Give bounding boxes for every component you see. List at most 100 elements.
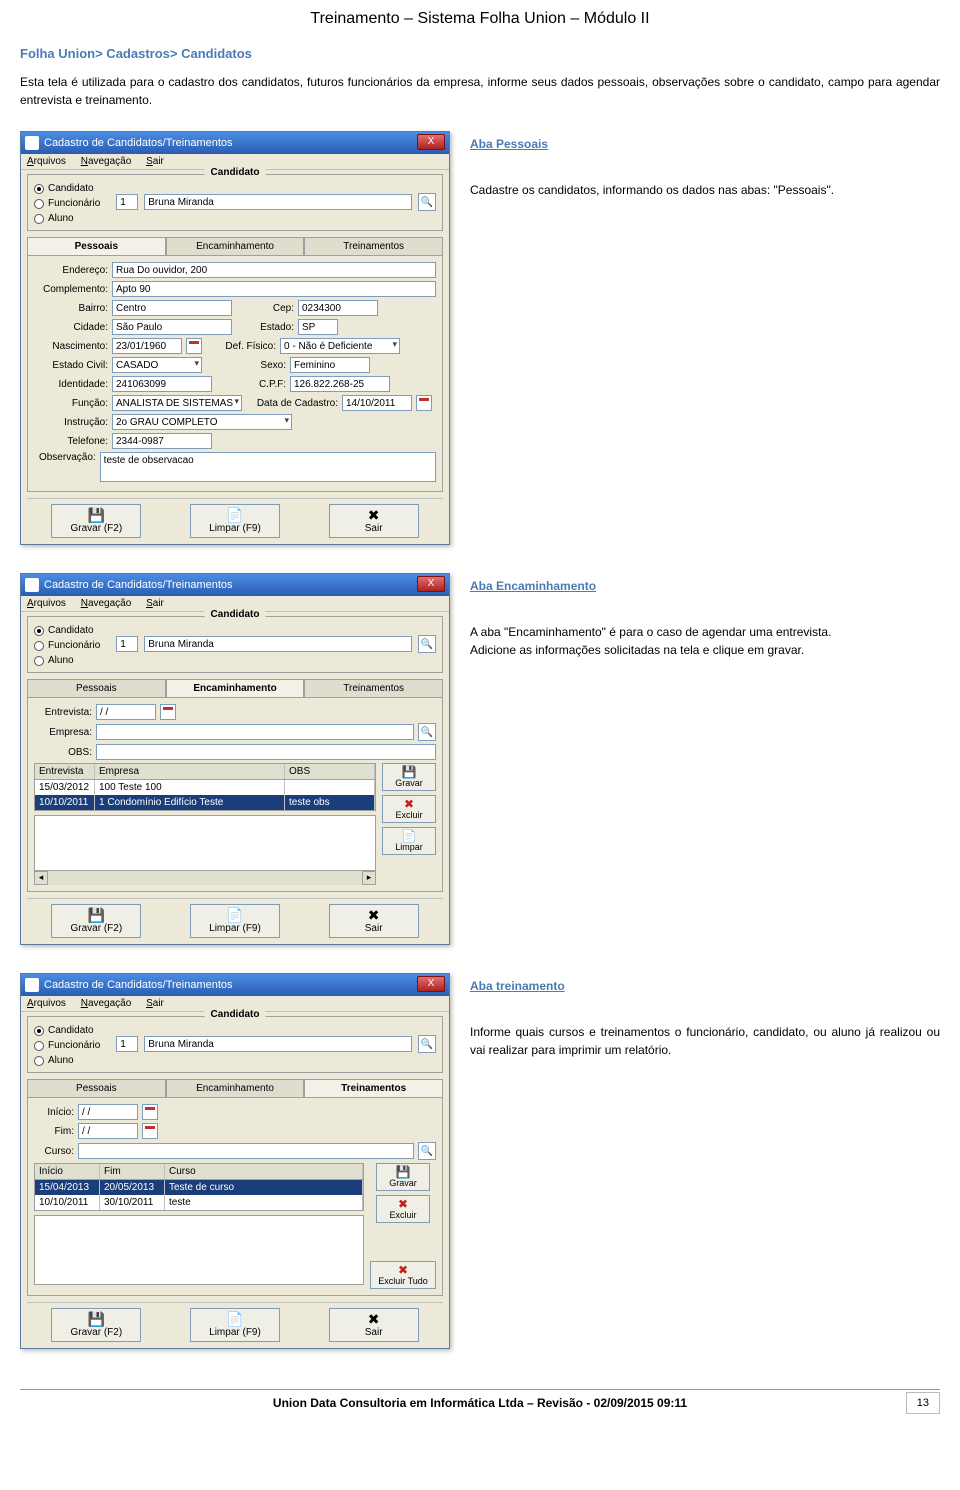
tab-encaminhamento[interactable]: Encaminhamento <box>166 1079 305 1097</box>
excluir-side-button[interactable]: ✖Excluir <box>376 1195 430 1223</box>
gravar-button[interactable]: 💾Gravar (F2) <box>51 1308 141 1342</box>
tab-encaminhamento[interactable]: Encaminhamento <box>166 237 305 255</box>
gravar-side-button[interactable]: 💾Gravar <box>376 1163 430 1191</box>
name-field[interactable]: Bruna Miranda <box>144 1036 412 1052</box>
calendar-icon[interactable] <box>142 1104 158 1120</box>
fld-cep[interactable]: 0234300 <box>298 300 378 316</box>
radio-aluno[interactable] <box>34 214 44 224</box>
tab-pessoais[interactable]: Pessoais <box>27 1079 166 1097</box>
fld-observacao[interactable]: teste de observacao <box>100 452 436 482</box>
fld-inicio[interactable]: / / <box>78 1104 138 1120</box>
fld-nascimento[interactable]: 23/01/1960 <box>112 338 182 354</box>
sair-button[interactable]: ✖Sair <box>329 1308 419 1342</box>
close-button[interactable]: X <box>417 576 445 592</box>
menu-arquivos[interactable]: Arquivos <box>27 156 66 167</box>
limpar-button[interactable]: 📄Limpar (F9) <box>190 1308 280 1342</box>
tab-treinamentos[interactable]: Treinamentos <box>304 679 443 697</box>
tab-treinamentos[interactable]: Treinamentos <box>304 1079 443 1097</box>
cell: 1 Condomínio Edifício Teste <box>95 795 285 810</box>
menu-sair[interactable]: Sair <box>146 998 164 1009</box>
id-field[interactable]: 1 <box>116 636 138 652</box>
calendar-icon[interactable] <box>186 338 202 354</box>
fld-deffisico[interactable]: 0 - Não é Deficiente <box>280 338 400 354</box>
calendar-icon[interactable] <box>142 1123 158 1139</box>
table-header: Início Fim Curso <box>34 1163 364 1180</box>
cell: 15/03/2012 <box>35 780 95 795</box>
limpar-button[interactable]: 📄Limpar (F9) <box>190 904 280 938</box>
radio-funcionario-label: Funcionário <box>48 1040 100 1051</box>
radio-candidato[interactable] <box>34 184 44 194</box>
id-field[interactable]: 1 <box>116 194 138 210</box>
tab-pessoais[interactable]: Pessoais <box>27 679 166 697</box>
close-button[interactable]: X <box>417 976 445 992</box>
exit-icon: ✖ <box>368 1312 380 1326</box>
footer-text: Union Data Consultoria em Informática Lt… <box>273 1396 687 1410</box>
fld-fim[interactable]: / / <box>78 1123 138 1139</box>
fld-instrucao[interactable]: 2o GRAU COMPLETO <box>112 414 292 430</box>
fld-empresa[interactable] <box>96 724 414 740</box>
table-row[interactable]: 10/10/2011 1 Condomínio Edifício Teste t… <box>34 795 376 810</box>
table-row[interactable]: 10/10/2011 30/10/2011 teste <box>34 1195 364 1210</box>
fld-endereco[interactable]: Rua Do ouvidor, 200 <box>112 262 436 278</box>
table-row[interactable]: 15/04/2013 20/05/2013 Teste de curso <box>34 1180 364 1195</box>
fld-cpf[interactable]: 126.822.268-25 <box>290 376 390 392</box>
limpar-button[interactable]: 📄Limpar (F9) <box>190 504 280 538</box>
name-field[interactable]: Bruna Miranda <box>144 636 412 652</box>
radio-funcionario[interactable] <box>34 199 44 209</box>
search-icon[interactable]: 🔍 <box>418 1035 436 1053</box>
fld-funcao[interactable]: ANALISTA DE SISTEMAS <box>112 395 242 411</box>
fld-complemento[interactable]: Apto 90 <box>112 281 436 297</box>
breadcrumb: Folha Union> Cadastros> Candidatos <box>20 46 940 61</box>
fld-entrevista[interactable]: / / <box>96 704 156 720</box>
fld-cidade[interactable]: São Paulo <box>112 319 232 335</box>
fld-obs[interactable] <box>96 744 436 760</box>
tab-treinamentos[interactable]: Treinamentos <box>304 237 443 255</box>
search-icon[interactable]: 🔍 <box>418 723 436 741</box>
sair-button[interactable]: ✖Sair <box>329 504 419 538</box>
radio-candidato[interactable] <box>34 1026 44 1036</box>
close-button[interactable]: X <box>417 134 445 150</box>
fld-identidade[interactable]: 241063099 <box>112 376 212 392</box>
fld-curso[interactable] <box>78 1143 414 1159</box>
search-icon[interactable]: 🔍 <box>418 193 436 211</box>
excluir-side-button[interactable]: ✖Excluir <box>382 795 436 823</box>
limpar-side-button[interactable]: 📄Limpar <box>382 827 436 855</box>
menu-navegacao[interactable]: Navegação <box>81 998 132 1009</box>
gravar-side-button[interactable]: 💾Gravar <box>382 763 436 791</box>
calendar-icon[interactable] <box>160 704 176 720</box>
tab-pessoais[interactable]: Pessoais <box>27 237 166 255</box>
fld-estcivil[interactable]: CASADO <box>112 357 202 373</box>
fld-bairro[interactable]: Centro <box>112 300 232 316</box>
excluir-tudo-button[interactable]: ✖Excluir Tudo <box>370 1261 436 1289</box>
radio-aluno[interactable] <box>34 656 44 666</box>
radio-candidato[interactable] <box>34 626 44 636</box>
name-field[interactable]: Bruna Miranda <box>144 194 412 210</box>
menu-sair[interactable]: Sair <box>146 156 164 167</box>
menu-navegacao[interactable]: Navegação <box>81 156 132 167</box>
radio-funcionario[interactable] <box>34 1041 44 1051</box>
window-treinamento: Cadastro de Candidatos/Treinamentos X Ar… <box>20 973 450 1349</box>
gravar-button[interactable]: 💾Gravar (F2) <box>51 504 141 538</box>
fld-datacad[interactable]: 14/10/2011 <box>342 395 412 411</box>
hscrollbar[interactable]: ◂▸ <box>34 871 376 885</box>
id-field[interactable]: 1 <box>116 1036 138 1052</box>
fld-estado[interactable]: SP <box>298 319 338 335</box>
page-number: 13 <box>906 1392 940 1414</box>
fld-sexo[interactable]: Feminino <box>290 357 370 373</box>
table-row[interactable]: 15/03/2012 100 Teste 100 <box>34 780 376 795</box>
sair-button[interactable]: ✖Sair <box>329 904 419 938</box>
menu-sair[interactable]: Sair <box>146 598 164 609</box>
fld-telefone[interactable]: 2344-0987 <box>112 433 212 449</box>
radio-aluno[interactable] <box>34 1056 44 1066</box>
tab-encaminhamento[interactable]: Encaminhamento <box>166 679 305 697</box>
desc-treinamento: Informe quais cursos e treinamentos o fu… <box>470 1023 940 1059</box>
menu-arquivos[interactable]: Arquivos <box>27 598 66 609</box>
cell: teste obs <box>285 795 375 810</box>
radio-funcionario[interactable] <box>34 641 44 651</box>
search-icon[interactable]: 🔍 <box>418 635 436 653</box>
menu-arquivos[interactable]: Arquivos <box>27 998 66 1009</box>
search-icon[interactable]: 🔍 <box>418 1142 436 1160</box>
menu-navegacao[interactable]: Navegação <box>81 598 132 609</box>
gravar-button[interactable]: 💾Gravar (F2) <box>51 904 141 938</box>
calendar-icon[interactable] <box>416 395 432 411</box>
